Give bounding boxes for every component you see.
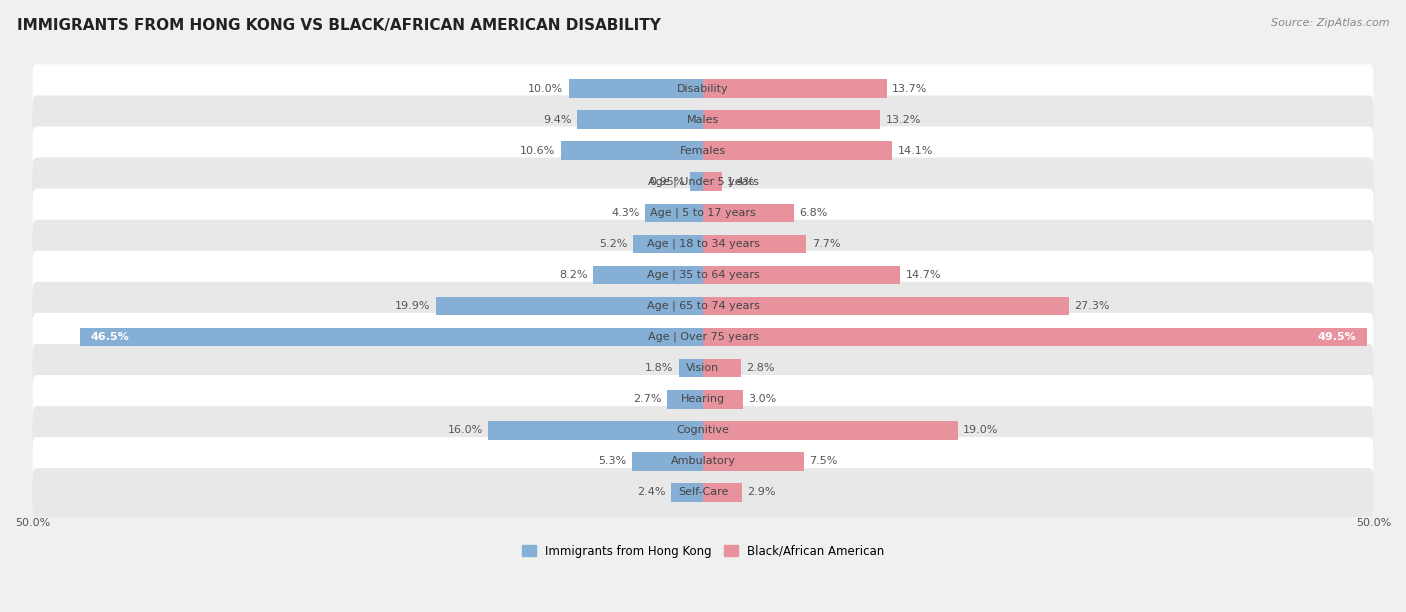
Legend: Immigrants from Hong Kong, Black/African American: Immigrants from Hong Kong, Black/African… <box>517 540 889 562</box>
Bar <box>703 173 721 191</box>
Bar <box>671 483 703 502</box>
Text: 2.7%: 2.7% <box>633 394 661 404</box>
Text: 5.3%: 5.3% <box>599 457 627 466</box>
Bar <box>80 328 703 346</box>
Text: Females: Females <box>681 146 725 155</box>
FancyBboxPatch shape <box>32 64 1374 113</box>
Bar <box>576 110 703 129</box>
Text: 1.8%: 1.8% <box>645 363 673 373</box>
Bar <box>703 452 804 471</box>
Bar <box>703 297 1069 315</box>
FancyBboxPatch shape <box>32 468 1374 517</box>
Text: 3.0%: 3.0% <box>748 394 778 404</box>
Text: Hearing: Hearing <box>681 394 725 404</box>
Text: 1.4%: 1.4% <box>727 177 755 187</box>
Text: 2.8%: 2.8% <box>747 363 775 373</box>
Text: 46.5%: 46.5% <box>90 332 129 342</box>
Bar <box>488 421 703 439</box>
Bar <box>633 234 703 253</box>
Bar <box>703 79 887 98</box>
FancyBboxPatch shape <box>32 251 1374 299</box>
Text: Cognitive: Cognitive <box>676 425 730 435</box>
FancyBboxPatch shape <box>32 95 1374 144</box>
Bar <box>703 390 744 409</box>
Text: 49.5%: 49.5% <box>1317 332 1355 342</box>
Text: Vision: Vision <box>686 363 720 373</box>
FancyBboxPatch shape <box>32 127 1374 175</box>
Text: Age | Over 75 years: Age | Over 75 years <box>648 332 758 342</box>
Text: 5.2%: 5.2% <box>599 239 628 249</box>
Text: 8.2%: 8.2% <box>560 270 588 280</box>
Bar <box>679 359 703 378</box>
Bar <box>703 266 900 285</box>
Text: 13.2%: 13.2% <box>886 114 921 125</box>
Text: 10.6%: 10.6% <box>520 146 555 155</box>
Text: 19.9%: 19.9% <box>395 301 430 311</box>
Text: 16.0%: 16.0% <box>449 425 484 435</box>
FancyBboxPatch shape <box>32 282 1374 330</box>
Text: 7.7%: 7.7% <box>811 239 841 249</box>
FancyBboxPatch shape <box>32 406 1374 455</box>
Text: 7.5%: 7.5% <box>808 457 838 466</box>
Bar <box>645 204 703 222</box>
Text: 27.3%: 27.3% <box>1074 301 1109 311</box>
Bar <box>703 110 880 129</box>
FancyBboxPatch shape <box>32 313 1374 361</box>
Text: 2.9%: 2.9% <box>747 487 776 498</box>
Bar <box>666 390 703 409</box>
Bar <box>703 141 891 160</box>
FancyBboxPatch shape <box>32 220 1374 268</box>
Text: Ambulatory: Ambulatory <box>671 457 735 466</box>
Bar <box>690 173 703 191</box>
Text: 19.0%: 19.0% <box>963 425 998 435</box>
Bar <box>703 204 794 222</box>
Text: Age | 18 to 34 years: Age | 18 to 34 years <box>647 239 759 249</box>
Text: 2.4%: 2.4% <box>637 487 665 498</box>
Text: 13.7%: 13.7% <box>891 84 928 94</box>
Bar <box>436 297 703 315</box>
FancyBboxPatch shape <box>32 437 1374 485</box>
Bar <box>703 359 741 378</box>
Text: 9.4%: 9.4% <box>543 114 572 125</box>
Text: 4.3%: 4.3% <box>612 208 640 218</box>
Bar <box>703 234 806 253</box>
Text: Self-Care: Self-Care <box>678 487 728 498</box>
Text: Age | Under 5 years: Age | Under 5 years <box>648 176 758 187</box>
Text: IMMIGRANTS FROM HONG KONG VS BLACK/AFRICAN AMERICAN DISABILITY: IMMIGRANTS FROM HONG KONG VS BLACK/AFRIC… <box>17 18 661 34</box>
Text: Males: Males <box>688 114 718 125</box>
Text: Source: ZipAtlas.com: Source: ZipAtlas.com <box>1271 18 1389 28</box>
FancyBboxPatch shape <box>32 344 1374 392</box>
Text: Disability: Disability <box>678 84 728 94</box>
Text: 10.0%: 10.0% <box>529 84 564 94</box>
Text: 14.1%: 14.1% <box>897 146 932 155</box>
FancyBboxPatch shape <box>32 157 1374 206</box>
Bar <box>703 328 1367 346</box>
Bar <box>561 141 703 160</box>
Bar <box>569 79 703 98</box>
Text: 6.8%: 6.8% <box>800 208 828 218</box>
Bar <box>631 452 703 471</box>
Text: Age | 65 to 74 years: Age | 65 to 74 years <box>647 300 759 312</box>
Text: Age | 35 to 64 years: Age | 35 to 64 years <box>647 270 759 280</box>
Text: 14.7%: 14.7% <box>905 270 941 280</box>
FancyBboxPatch shape <box>32 375 1374 424</box>
Text: 0.95%: 0.95% <box>650 177 685 187</box>
FancyBboxPatch shape <box>32 188 1374 237</box>
Bar <box>703 483 742 502</box>
Bar <box>593 266 703 285</box>
Text: Age | 5 to 17 years: Age | 5 to 17 years <box>650 207 756 218</box>
Bar <box>703 421 957 439</box>
